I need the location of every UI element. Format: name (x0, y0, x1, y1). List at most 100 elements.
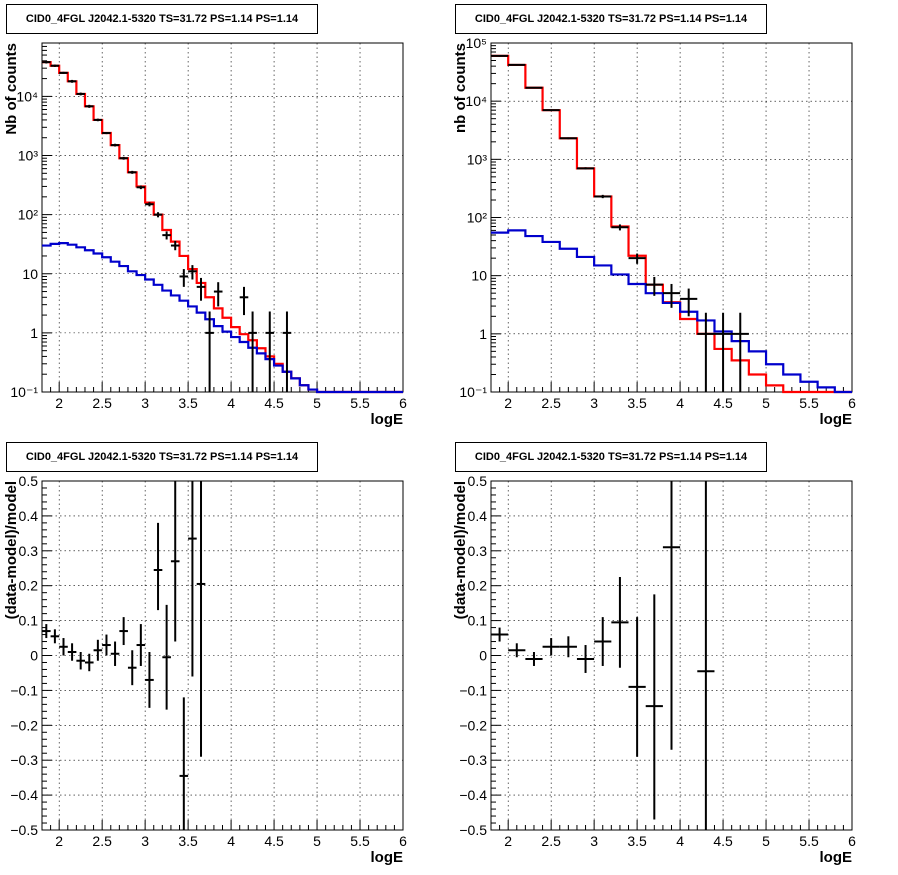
data-point (196, 277, 206, 301)
x-tick-label: 3 (590, 833, 598, 849)
data-point (170, 481, 180, 642)
x-tick-label: 4 (227, 395, 235, 411)
x-tick-label: 4 (227, 833, 235, 849)
y-axis-label: Nb of counts (3, 43, 20, 135)
y-tick-label: 10⁴ (16, 88, 38, 104)
data-point (50, 64, 60, 67)
data-point (611, 576, 629, 668)
x-tick-label: 6 (848, 833, 856, 849)
data-point (110, 641, 120, 666)
y-tick-label: 0.5 (468, 473, 488, 489)
data-point (714, 312, 732, 392)
chart-panel-2: CID0_4FGL J2042.1-5320 TS=31.72 PS=1.14 … (449, 0, 898, 437)
data-point (179, 269, 189, 287)
y-tick-label: 0 (479, 648, 487, 664)
y-tick-label: 10² (467, 210, 488, 226)
axis-ticks (490, 480, 853, 831)
grid (491, 42, 853, 393)
x-tick-label: 3.5 (627, 395, 647, 411)
data-point (42, 624, 51, 639)
data-point (76, 92, 85, 96)
x-tick-label: 4.5 (264, 833, 284, 849)
x-tick-label: 5.5 (350, 833, 370, 849)
y-tick-label: 10⁻¹ (10, 384, 38, 400)
x-tick-label: 3 (141, 833, 149, 849)
axis-ticks (41, 42, 404, 393)
y-tick-label: 0.2 (19, 578, 39, 594)
x-tick-label: 2 (55, 833, 63, 849)
y-tick-label: −0.3 (459, 752, 487, 768)
y-tick-label: 10² (18, 207, 39, 223)
grid (42, 43, 404, 393)
chart-1-plot: 2 2.5 3 3.5 4 4.5 5 5.5 6 10⁻¹ 1 10 10² 10³ 10⁴ logE Nb … (3, 42, 407, 428)
x-tick-label: 4 (676, 833, 684, 849)
y-tick-label: 0.1 (468, 613, 488, 629)
y-tick-label: 0.3 (19, 543, 39, 559)
data-point (265, 311, 275, 392)
x-axis-label: logE (371, 849, 404, 866)
x-tick-label: 2.5 (541, 395, 561, 411)
data-point (162, 231, 171, 240)
chart-4-plot: 2 2.5 3 3.5 4 4.5 5 5.5 6 −0.5 −0.4 −0.3 −0.2 −0.1 0 0.… (452, 473, 856, 866)
data-point (136, 185, 146, 190)
data-point (628, 617, 646, 757)
y-tick-label: 1 (479, 326, 487, 342)
y-tick-label: −0.1 (10, 682, 38, 698)
data-point (205, 311, 214, 392)
x-tick-label: 3 (141, 395, 149, 411)
tick-labels: 2 2.5 3 3.5 4 4.5 5 5.5 6 −0.5 −0.4 −0.3 −0.2 −0.1 0 0.… (10, 473, 407, 849)
x-axis-label: logE (820, 411, 853, 428)
x-tick-label: 4.5 (713, 833, 733, 849)
x-tick-label: 2 (504, 395, 512, 411)
x-tick-label: 3 (590, 395, 598, 411)
y-tick-label: −0.4 (10, 787, 38, 803)
chart-3-plot: 2 2.5 3 3.5 4 4.5 5 5.5 6 −0.5 −0.4 −0.3 −0.2 −0.1 0 0.… (3, 473, 407, 866)
data-point (59, 638, 68, 656)
y-axis-label: (data-model)/model (452, 481, 469, 619)
y-tick-label: −0.3 (10, 752, 38, 768)
y-tick-label: 10⁴ (465, 93, 487, 109)
x-tick-label: 5 (313, 833, 321, 849)
x-tick-label: 2.5 (541, 833, 561, 849)
data-point (84, 653, 94, 672)
x-axis-label: logE (371, 411, 404, 428)
chart-title: CID0_4FGL J2042.1-5320 TS=31.72 PS=1.14 … (6, 4, 318, 34)
x-tick-label: 3.5 (627, 833, 647, 849)
y-axis-label: (data-model)/model (3, 481, 20, 619)
y-tick-label: 10 (471, 268, 487, 284)
chart-title: CID0_4FGL J2042.1-5320 TS=31.72 PS=1.14 … (455, 4, 767, 34)
series-line (491, 54, 852, 394)
chart-panel-4: CID0_4FGL J2042.1-5320 TS=31.72 PS=1.14 … (449, 438, 898, 875)
data-point (248, 311, 257, 392)
plot-frame (41, 42, 404, 393)
data-points (491, 481, 715, 830)
data-points (42, 481, 206, 830)
tick-labels: 2 2.5 3 3.5 4 4.5 5 5.5 6 10⁻¹ 1 10 10² 10³ 10⁴ (10, 88, 407, 411)
x-tick-label: 6 (848, 395, 856, 411)
data-point (170, 240, 180, 251)
x-tick-label: 2 (504, 833, 512, 849)
data-points (42, 60, 292, 392)
x-tick-label: 5 (762, 833, 770, 849)
data-point (213, 282, 223, 307)
data-point (525, 86, 543, 89)
x-tick-label: 4.5 (713, 395, 733, 411)
data-point (594, 194, 612, 199)
data-point (576, 167, 595, 170)
data-point (93, 639, 103, 661)
data-point (145, 202, 154, 207)
data-point (42, 60, 51, 64)
x-tick-label: 2.5 (92, 833, 112, 849)
tick-labels: 2 2.5 3 3.5 4 4.5 5 5.5 6 10⁻¹ 1 10 10² 10³ 10⁴ 10⁵ (459, 35, 856, 411)
data-point (188, 481, 197, 677)
data-point (491, 627, 509, 642)
x-tick-label: 5 (313, 395, 321, 411)
chart-title: CID0_4FGL J2042.1-5320 TS=31.72 PS=1.14 … (455, 442, 767, 472)
y-tick-label: 0 (30, 648, 38, 664)
data-point (188, 265, 197, 280)
data-point (697, 481, 715, 830)
data-point (50, 629, 60, 644)
y-tick-label: 0.1 (19, 613, 39, 629)
y-tick-label: 0.5 (19, 473, 39, 489)
data-point (662, 481, 681, 750)
